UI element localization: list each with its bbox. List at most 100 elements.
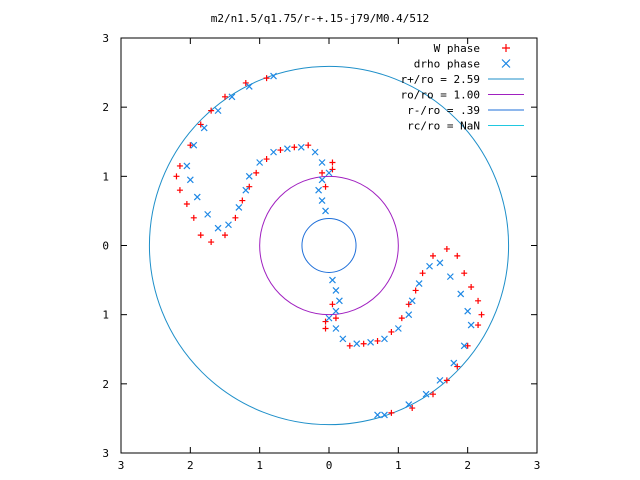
point-w-phase — [360, 340, 367, 347]
reference-circle — [301, 218, 357, 273]
point-drho-phase — [318, 159, 326, 166]
point-w-phase — [305, 142, 312, 149]
x-tick-label: 2 — [187, 459, 194, 472]
point-drho-phase — [467, 321, 475, 329]
x-tick-label: 3 — [118, 459, 125, 472]
point-w-phase — [277, 147, 284, 154]
reference-circle — [148, 65, 510, 426]
point-w-phase — [176, 162, 183, 169]
point-drho-phase — [353, 340, 361, 348]
legend-marker — [501, 59, 511, 68]
point-drho-phase — [408, 297, 416, 305]
data-points — [173, 72, 485, 419]
point-w-phase — [405, 301, 412, 308]
point-w-phase — [197, 232, 204, 239]
point-drho-phase — [325, 169, 333, 177]
point-w-phase — [329, 301, 336, 308]
point-w-phase — [475, 297, 482, 304]
point-drho-phase — [193, 193, 201, 201]
point-drho-phase — [270, 72, 277, 80]
x-tick-label: 3 — [534, 459, 541, 472]
point-w-phase — [263, 156, 270, 163]
point-w-phase — [409, 405, 416, 412]
point-drho-phase — [325, 314, 333, 322]
point-w-phase — [322, 183, 329, 190]
point-drho-phase — [214, 107, 222, 115]
point-drho-phase — [297, 143, 305, 151]
point-drho-phase — [332, 307, 340, 315]
point-w-phase — [419, 270, 426, 277]
point-drho-phase — [283, 145, 291, 153]
point-w-phase — [176, 187, 183, 194]
point-drho-phase — [332, 287, 340, 294]
point-w-phase — [329, 166, 336, 173]
y-tick-label: 2 — [102, 378, 109, 391]
point-drho-phase — [367, 338, 375, 346]
point-w-phase — [468, 284, 475, 290]
point-drho-phase — [436, 376, 444, 384]
point-drho-phase — [450, 359, 458, 367]
y-tick-label: 3 — [102, 447, 109, 460]
point-w-phase — [222, 232, 228, 239]
point-drho-phase — [204, 210, 212, 218]
point-drho-phase — [460, 342, 468, 350]
point-w-phase — [222, 93, 228, 100]
x-tick-label: 2 — [464, 459, 471, 472]
point-w-phase — [319, 169, 326, 176]
point-drho-phase — [339, 335, 347, 343]
point-w-phase — [208, 239, 215, 246]
point-drho-phase — [183, 162, 191, 170]
point-drho-phase — [381, 411, 388, 419]
point-w-phase — [322, 318, 329, 325]
x-tick-label: 1 — [256, 459, 263, 472]
point-w-phase — [374, 337, 381, 344]
point-drho-phase — [225, 221, 232, 229]
point-drho-phase — [329, 276, 336, 284]
point-w-phase — [239, 197, 246, 204]
point-drho-phase — [335, 297, 343, 305]
point-w-phase — [253, 169, 260, 176]
point-w-phase — [461, 270, 468, 277]
point-w-phase — [388, 328, 395, 335]
point-w-phase — [322, 325, 329, 332]
legend-label: r-/ro = .39 — [407, 104, 480, 117]
point-w-phase — [464, 342, 471, 349]
point-w-phase — [187, 142, 194, 149]
reference-circle — [259, 175, 399, 316]
legend-label: rc/ro = NaN — [407, 120, 480, 133]
point-w-phase — [346, 342, 353, 349]
point-drho-phase — [245, 82, 253, 90]
point-drho-phase — [457, 290, 465, 298]
point-drho-phase — [422, 390, 430, 398]
point-w-phase — [398, 315, 405, 322]
point-drho-phase — [318, 176, 326, 184]
point-w-phase — [291, 144, 298, 151]
point-drho-phase — [242, 186, 250, 194]
point-w-phase — [388, 409, 395, 416]
point-w-phase — [263, 75, 270, 82]
legend-marker — [502, 44, 510, 52]
point-w-phase — [246, 183, 253, 190]
point-w-phase — [454, 363, 461, 370]
point-drho-phase — [394, 325, 402, 332]
point-w-phase — [443, 245, 450, 252]
point-w-phase — [190, 214, 197, 221]
point-drho-phase — [332, 325, 340, 332]
reference-circles — [148, 65, 510, 426]
point-drho-phase — [256, 159, 264, 166]
point-w-phase — [475, 322, 482, 329]
point-drho-phase — [436, 259, 444, 267]
point-w-phase — [329, 159, 336, 166]
point-drho-phase — [270, 148, 277, 156]
point-drho-phase — [446, 273, 454, 281]
legend-label: drho phase — [414, 58, 480, 71]
point-drho-phase — [322, 207, 329, 215]
point-drho-phase — [228, 93, 236, 101]
point-drho-phase — [381, 335, 388, 343]
point-w-phase — [430, 252, 436, 259]
point-drho-phase — [405, 401, 413, 409]
point-w-phase — [208, 107, 215, 114]
y-tick-label: 1 — [102, 170, 109, 183]
